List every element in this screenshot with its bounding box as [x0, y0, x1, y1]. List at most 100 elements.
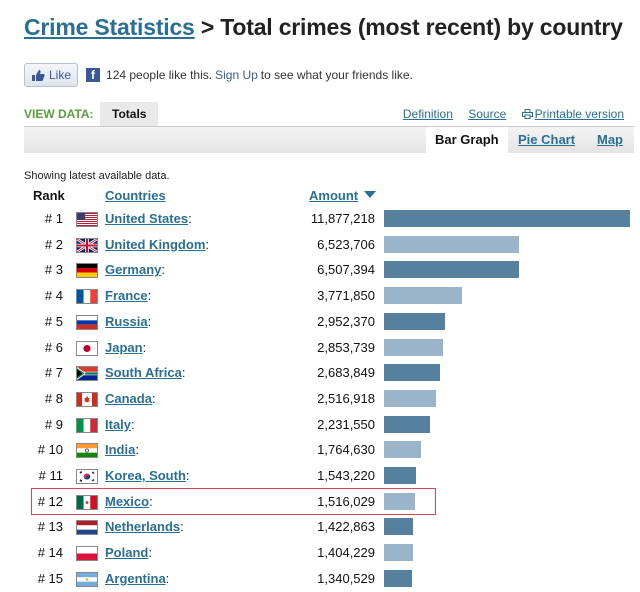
country-cell: Argentina:	[105, 570, 170, 586]
source-link[interactable]: Source	[468, 107, 507, 121]
table-row: # 4 France: 3,771,850	[0, 284, 640, 309]
tab-map[interactable]: Map	[597, 132, 623, 147]
country-cell: Korea, South:	[105, 468, 190, 483]
country-link[interactable]: Mexico	[105, 493, 150, 509]
country-link[interactable]: Argentina	[105, 570, 166, 586]
country-cell: Poland:	[105, 545, 152, 561]
amount-bar	[384, 312, 445, 330]
country-link[interactable]: Germany	[105, 262, 162, 278]
uk-flag-icon	[76, 237, 98, 253]
printer-icon	[521, 109, 533, 119]
russia-flag-icon	[76, 314, 98, 330]
table-row: # 11 Korea, South: 1,543,220	[0, 464, 640, 489]
country-link[interactable]: Netherlands	[105, 519, 181, 535]
sign-up-link[interactable]: Sign Up	[215, 68, 258, 82]
country-link[interactable]: United States	[105, 211, 189, 226]
printable-version-label: Printable version	[534, 107, 624, 121]
country-link[interactable]: Poland	[105, 545, 149, 561]
netherlands-flag-icon	[76, 520, 98, 536]
table-row: # 3 Germany: 6,507,394	[0, 258, 640, 283]
definition-link[interactable]: Definition	[402, 107, 453, 121]
amount-bar	[384, 235, 519, 253]
view-links: Definition Source Printable version	[391, 107, 624, 121]
table-row: # 10 India: 1,764,630	[0, 438, 640, 463]
country-cell: France:	[105, 288, 152, 304]
mexico-flag-icon	[76, 494, 98, 510]
amount-bar	[384, 492, 415, 510]
crime-statistics-link[interactable]: Crime Statistics	[24, 14, 195, 40]
country-link[interactable]: United Kingdom	[105, 236, 206, 252]
country-cell: Italy:	[105, 416, 135, 432]
us-flag-icon	[76, 212, 98, 227]
country-link[interactable]: France	[105, 288, 148, 304]
country-cell: India:	[105, 442, 139, 458]
rank-cell: # 3	[44, 262, 63, 278]
amount-cell: 11,877,218	[310, 211, 375, 226]
page-title-text: > Total crimes (most recent) by country	[194, 14, 623, 40]
table-row: # 14 Poland: 1,404,229	[0, 541, 640, 566]
printable-version-link[interactable]: Printable version	[521, 107, 624, 121]
amount-cell: 1,340,529	[317, 570, 375, 586]
country-cell: Netherlands:	[105, 519, 184, 535]
amount-cell: 6,507,394	[317, 262, 375, 278]
rank-cell: # 14	[37, 545, 63, 561]
rank-cell: # 2	[44, 236, 63, 252]
table-row: # 6 Japan: 2,853,739	[0, 336, 640, 361]
countries-sort-link[interactable]: Countries	[105, 188, 166, 203]
country-link[interactable]: Italy	[105, 416, 132, 432]
table-row: # 15 Argentina: 1,340,529	[0, 567, 640, 592]
rank-cell: # 4	[44, 288, 63, 304]
rank-cell: # 8	[44, 390, 63, 406]
country-link[interactable]: India	[105, 442, 136, 458]
sort-down-icon[interactable]	[364, 191, 377, 199]
amount-bar	[384, 544, 413, 562]
table-row: # 2 United Kingdom: 6,523,706	[0, 233, 640, 258]
amount-header: Amount	[309, 188, 377, 203]
tab-pie-chart[interactable]: Pie Chart	[518, 132, 576, 147]
germany-flag-icon	[76, 263, 98, 279]
showing-note: Showing latest available data.	[24, 170, 170, 182]
amount-bar	[384, 518, 413, 536]
rank-cell: # 5	[44, 313, 63, 329]
amount-bar	[384, 261, 519, 279]
country-link[interactable]: Russia	[105, 313, 148, 329]
view-data-label: VIEW DATA:	[24, 107, 94, 121]
country-cell: United Kingdom:	[105, 236, 210, 252]
table-row: # 8 Canada: 2,516,918	[0, 387, 640, 412]
amount-cell: 2,952,370	[317, 313, 375, 329]
country-link[interactable]: Korea, South	[105, 468, 186, 483]
like-button[interactable]: Like	[24, 63, 79, 87]
table-row: # 5 Russia: 2,952,370	[0, 310, 640, 335]
south-korea-flag-icon	[76, 469, 98, 484]
amount-cell: 2,516,918	[317, 390, 375, 406]
amount-cell: 1,543,220	[317, 468, 375, 483]
country-link[interactable]: Japan	[105, 339, 143, 355]
tab-totals[interactable]: Totals	[100, 102, 159, 126]
amount-cell: 3,771,850	[317, 288, 375, 304]
table-row: # 9 Italy: 2,231,550	[0, 413, 640, 438]
canada-flag-icon	[76, 391, 98, 407]
amount-bar	[384, 467, 416, 484]
rank-cell: # 9	[44, 416, 63, 432]
amount-cell: 1,404,229	[317, 545, 375, 561]
poland-flag-icon	[76, 546, 98, 562]
country-cell: Canada:	[105, 390, 156, 406]
rank-cell: # 13	[37, 519, 63, 535]
table-row: # 1 United States: 11,877,218	[0, 207, 640, 232]
tab-bar-graph[interactable]: Bar Graph	[426, 127, 508, 153]
like-suffix-text: to see what your friends like.	[260, 68, 413, 82]
thumbs-up-icon	[32, 69, 45, 81]
argentina-flag-icon	[76, 571, 98, 587]
country-link[interactable]: Canada	[105, 390, 152, 406]
highlight-box	[31, 488, 436, 515]
facebook-like-bar: Like f 124 people like this. Sign Up to …	[24, 63, 413, 87]
amount-cell: 2,683,849	[317, 365, 375, 381]
amount-sort-link[interactable]: Amount	[309, 188, 359, 203]
countries-header: Countries	[105, 188, 166, 203]
south-africa-flag-icon	[76, 366, 98, 382]
country-cell: Mexico:	[105, 493, 153, 509]
amount-bar	[384, 569, 412, 587]
country-link[interactable]: South Africa	[105, 365, 182, 381]
country-cell: Japan:	[105, 339, 147, 355]
amount-bar	[384, 415, 430, 433]
